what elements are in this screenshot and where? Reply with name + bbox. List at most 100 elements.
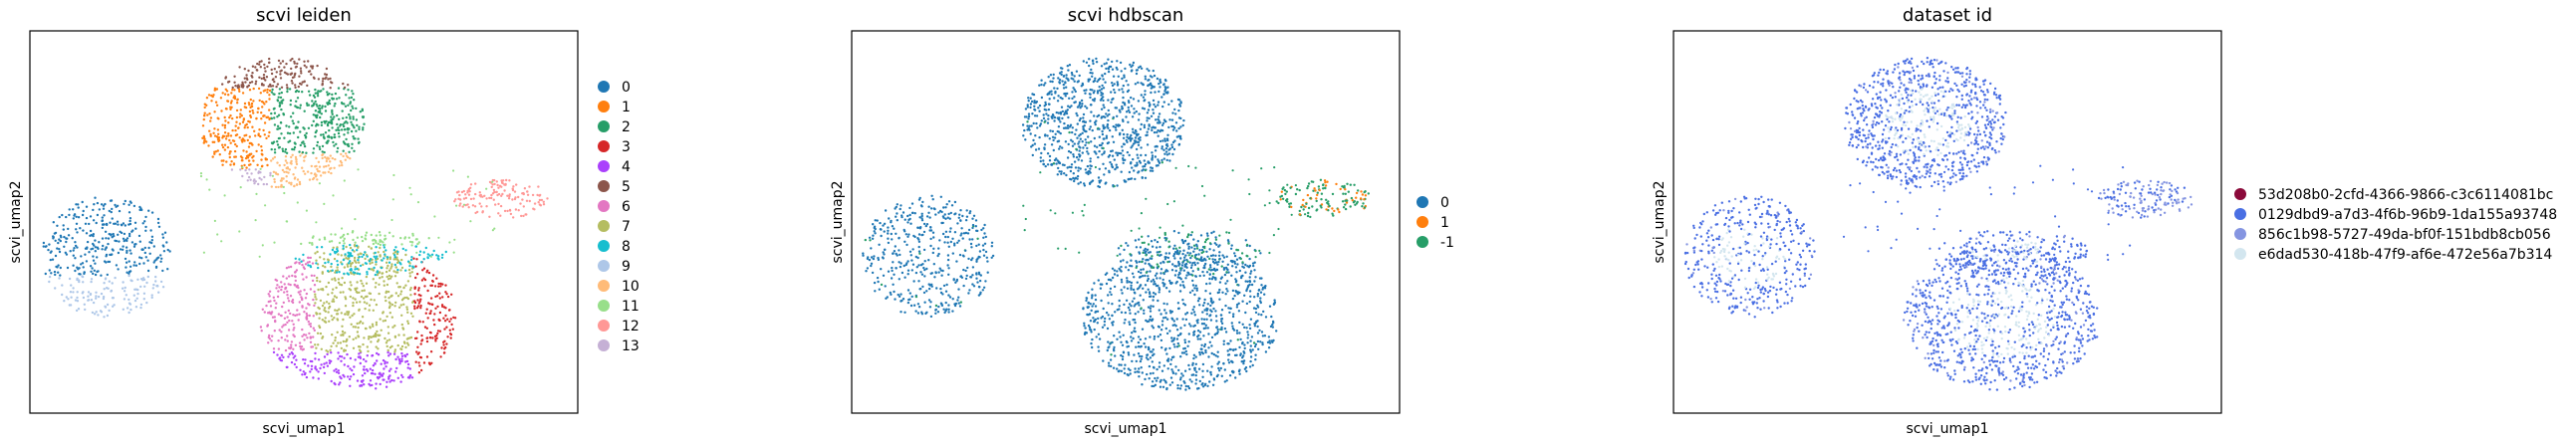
scatter-point: [97, 247, 100, 251]
scatter-point: [1087, 302, 1090, 305]
scatter-point: [67, 234, 71, 237]
scatter-point: [1129, 63, 1132, 67]
scatter-point: [323, 252, 326, 255]
scatter-point: [413, 305, 416, 308]
scatter-point: [136, 278, 139, 281]
scatter-point: [423, 326, 427, 329]
scatter-point: [975, 277, 978, 280]
scatter-point: [311, 279, 315, 283]
scatter-point: [1190, 264, 1193, 267]
scatter-point: [314, 110, 318, 112]
scatter-point: [330, 315, 333, 318]
scatter-point: [912, 304, 916, 307]
scatter-point: [1131, 115, 1135, 118]
scatter-point: [1067, 69, 1070, 72]
scatter-point: [914, 255, 917, 259]
scatter-point: [374, 333, 377, 336]
scatter-point: [1130, 288, 1133, 291]
scatter-point: [399, 293, 402, 296]
scatter-point: [293, 141, 297, 144]
scatter-point: [922, 248, 926, 252]
scatter-point: [315, 262, 318, 265]
scatter-point: [270, 111, 273, 115]
scatter-point: [1092, 62, 1095, 66]
scatter-point: [272, 347, 276, 350]
scatter-point: [280, 185, 284, 188]
scatter-point: [914, 271, 918, 275]
scatter-point: [1129, 312, 1132, 315]
scatter-point: [142, 292, 146, 295]
scatter-point: [1130, 265, 1134, 268]
scatter-point: [398, 359, 401, 362]
scatter-point: [1110, 293, 1113, 297]
scatter-point: [1071, 73, 1074, 77]
scatter-point: [1066, 65, 1070, 68]
scatter-point: [1263, 285, 1267, 289]
scatter-point: [275, 85, 278, 89]
scatter-point: [375, 303, 379, 307]
scatter-point: [263, 121, 267, 124]
scatter-point: [1107, 70, 1111, 74]
scatter-point: [286, 334, 289, 337]
scatter-point: [1141, 328, 1145, 331]
scatter-point: [1057, 130, 1061, 133]
scatter-point: [340, 333, 343, 336]
scatter-point: [937, 247, 940, 250]
scatter-point: [364, 234, 368, 237]
scatter-point: [249, 141, 252, 145]
scatter-point: [1098, 89, 1102, 93]
scatter-point: [405, 352, 408, 356]
scatter-point: [1139, 65, 1143, 69]
scatter-point: [285, 175, 288, 178]
scatter-point: [929, 272, 932, 275]
scatter-point: [469, 220, 472, 223]
scatter-point: [338, 241, 342, 245]
scatter-point: [1173, 265, 1176, 268]
scatter-point: [339, 341, 343, 344]
scatter-point: [898, 236, 901, 240]
scatter-point: [295, 89, 299, 93]
scatter-point: [293, 76, 296, 79]
scatter-point: [1134, 303, 1138, 306]
scatter-point: [296, 201, 299, 204]
scatter-point: [1165, 303, 1168, 306]
scatter-point: [81, 200, 84, 204]
scatter-point: [313, 329, 316, 333]
scatter-point: [398, 286, 401, 289]
scatter-point: [140, 248, 143, 251]
scatter-point: [454, 198, 457, 201]
scatter-point: [1182, 347, 1185, 350]
scatter-point: [412, 266, 415, 269]
scatter-point: [67, 227, 70, 231]
scatter-point: [287, 171, 290, 174]
scatter-point: [1127, 84, 1130, 87]
scatter-point: [90, 280, 93, 284]
scatter-point: [1122, 161, 1125, 164]
scatter-point: [104, 305, 107, 308]
scatter-point: [932, 263, 935, 266]
scatter-point: [260, 149, 264, 152]
scatter-point: [1042, 113, 1045, 116]
scatter-point: [260, 145, 263, 148]
scatter-point: [335, 296, 339, 299]
scatter-point: [958, 305, 962, 308]
scatter-point: [939, 269, 942, 272]
scatter-point: [366, 271, 369, 274]
scatter-point: [361, 282, 364, 285]
scatter-point: [953, 244, 956, 247]
scatter-point: [274, 307, 277, 310]
scatter-point: [330, 233, 333, 236]
scatter-point: [408, 272, 411, 275]
scatter-point: [244, 168, 247, 172]
scatter-point: [990, 256, 993, 259]
scatter-point: [513, 190, 517, 193]
scatter-point: [1183, 340, 1187, 344]
scatter-point: [304, 136, 308, 139]
scatter-point: [270, 311, 274, 314]
scatter-point: [394, 370, 397, 373]
scatter-point: [1108, 318, 1112, 321]
scatter-point: [519, 202, 522, 205]
scatter-point: [1188, 291, 1192, 294]
scatter-point: [323, 258, 326, 261]
scatter-point: [1111, 276, 1115, 280]
